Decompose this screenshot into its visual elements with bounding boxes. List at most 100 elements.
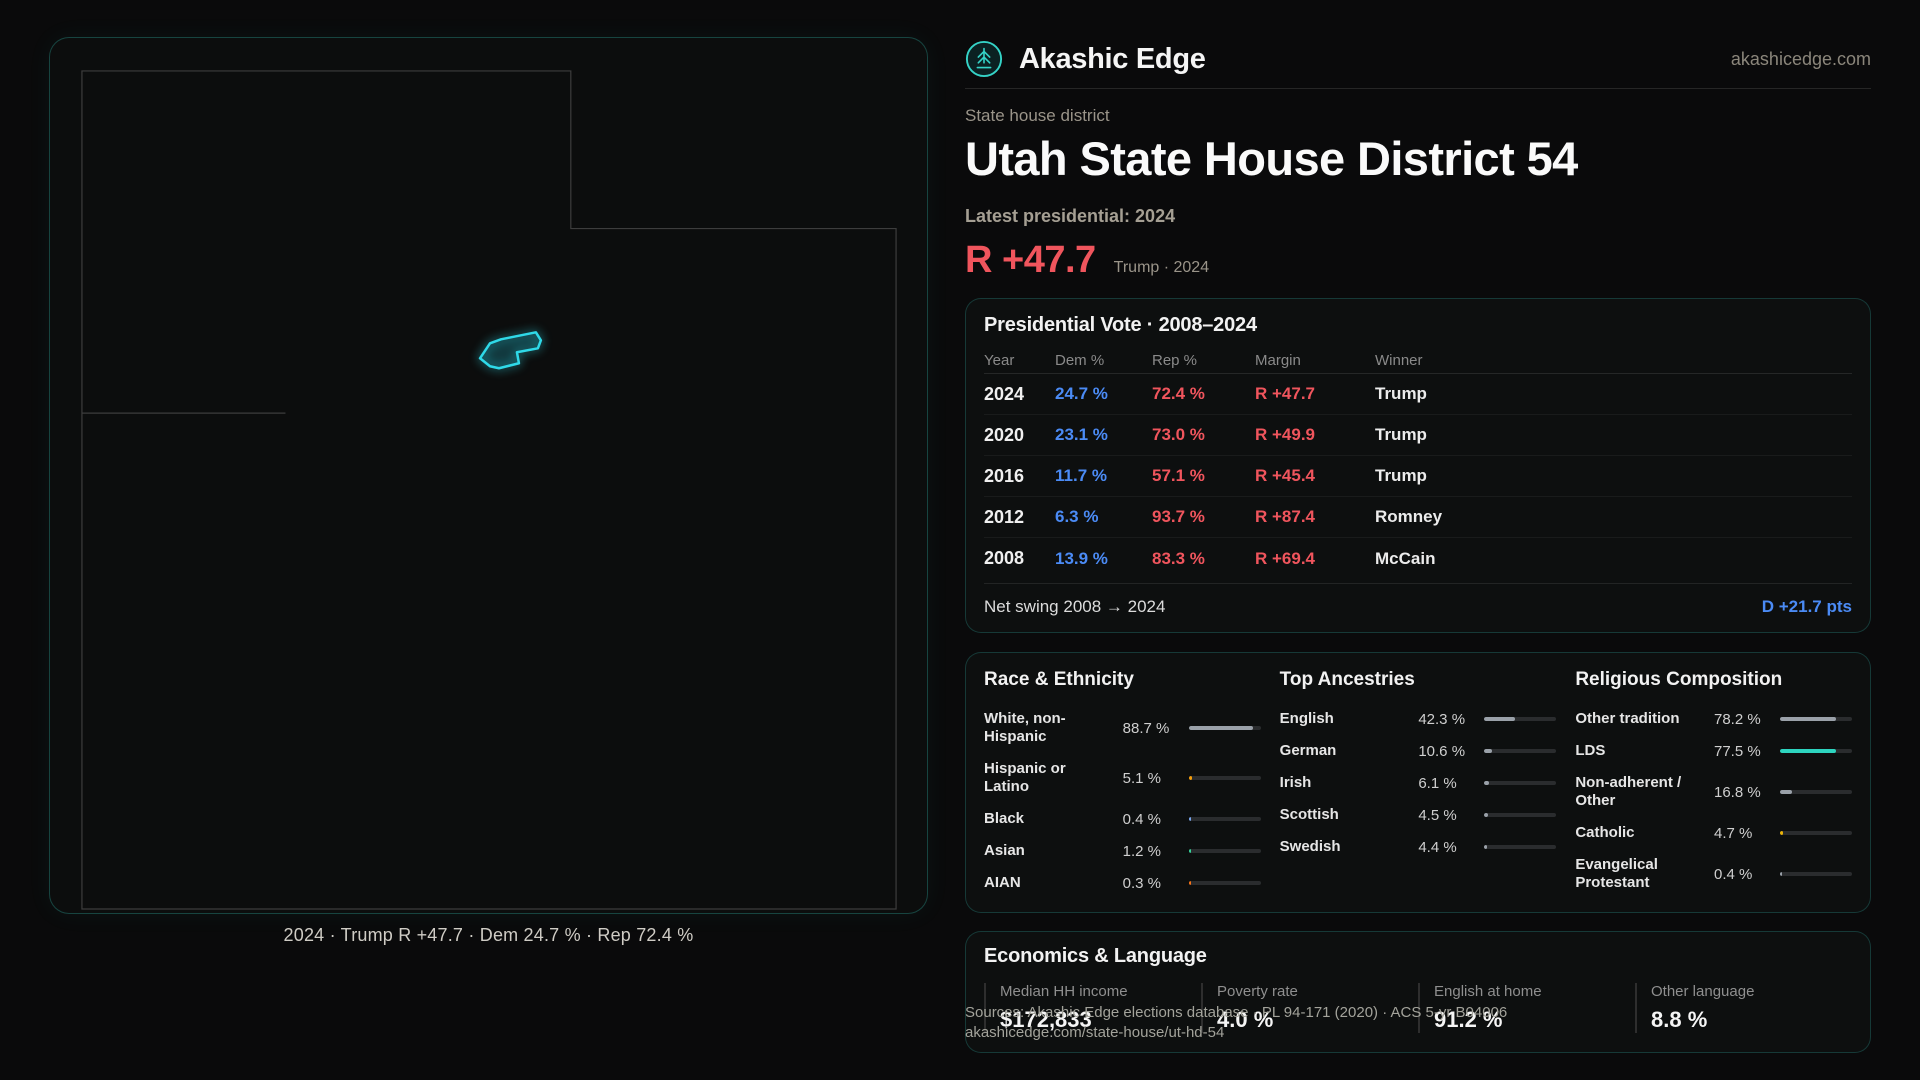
stat-bar: [1188, 849, 1261, 853]
stat-label: Swedish: [1279, 838, 1341, 855]
stat-row: Non-adherent / Other 16.8 %: [1575, 767, 1852, 817]
stat-row: Black 0.4 %: [984, 803, 1261, 835]
margin-cell: R +45.4: [1255, 466, 1316, 485]
stat-value: 91.2 %: [1434, 1007, 1503, 1032]
stat-label: AIAN: [984, 874, 1021, 891]
stat-value: $172,833: [1000, 1007, 1092, 1032]
latest-presidential-label: Latest presidential: 2024: [965, 206, 1176, 226]
presidential-card-title: Presidential Vote · 2008–2024: [984, 314, 1257, 336]
stat-label: Other language: [1651, 983, 1755, 1000]
presidential-table: Year Dem % Rep % Margin Winner 2024 24.7…: [984, 347, 1852, 630]
margin-cell: R +47.7: [1255, 384, 1316, 403]
stat-value: 6.1 %: [1418, 774, 1457, 792]
religion-title: Religious Composition: [1575, 669, 1783, 690]
stat-english-at-home: English at home 91.2 %: [1418, 983, 1635, 1033]
winner-cell: Romney: [1375, 507, 1443, 526]
race-ethnicity-section: Race & Ethnicity White, non-Hispanic 88.…: [984, 669, 1261, 899]
stat-bar: [1779, 831, 1852, 835]
stat-value: 5.1 %: [1122, 769, 1162, 787]
stat-label: Median HH income: [1000, 983, 1128, 1000]
header: Akashic Edge akashicedge.com: [965, 30, 1871, 89]
economics-card-title: Economics & Language: [984, 945, 1207, 967]
stat-bar: [1188, 776, 1261, 780]
stat-label: Scottish: [1279, 806, 1339, 823]
district-map-panel: [49, 37, 928, 914]
table-row: 2016 11.7 % 57.1 % R +45.4 Trump: [984, 456, 1852, 497]
district-54-shape[interactable]: [478, 331, 543, 370]
stat-label: Asian: [984, 842, 1025, 859]
stat-row: Swedish 4.4 %: [1280, 831, 1557, 863]
stat-value: 78.2 %: [1713, 710, 1761, 728]
permalink: akashicedge.com/state-house/ut-hd-54: [965, 1024, 1225, 1041]
col-year: Year: [984, 351, 1015, 369]
brand: Akashic Edge: [965, 40, 1206, 78]
col-margin: Margin: [1255, 351, 1301, 369]
stat-label: German: [1279, 742, 1337, 759]
col-rep: Rep %: [1152, 351, 1198, 369]
col-winner: Winner: [1375, 351, 1423, 369]
stat-value: 4.0 %: [1217, 1007, 1274, 1032]
stat-row: Asian 1.2 %: [984, 835, 1261, 867]
margin-cell: R +69.4: [1255, 548, 1316, 568]
brand-logo-icon: [965, 40, 1003, 78]
table-row: 2008 13.9 % 83.3 % R +69.4 McCain: [984, 538, 1852, 579]
winner-cell: Trump: [1375, 384, 1427, 403]
stat-label: Non-adherent / Other: [1575, 774, 1682, 809]
stat-value: 0.4 %: [1713, 865, 1753, 883]
map-caption: 2024 · Trump R +47.7 · Dem 24.7 % · Rep …: [283, 925, 694, 945]
year-cell: 2016: [984, 465, 1025, 486]
stat-row: Scottish 4.5 %: [1280, 799, 1557, 831]
stat-bar: [1779, 872, 1852, 876]
net-swing-value: D +21.7 pts: [1761, 597, 1852, 616]
stat-bar: [1484, 845, 1557, 849]
stat-bar: [1484, 813, 1557, 817]
brand-domain: akashicedge.com: [1730, 48, 1871, 69]
stat-value: 1.2 %: [1122, 842, 1162, 860]
stat-label: English: [1279, 710, 1334, 727]
demographics-card: Race & Ethnicity White, non-Hispanic 88.…: [965, 652, 1871, 913]
rep-cell: 93.7 %: [1152, 507, 1205, 526]
net-swing-row: Net swing 2008 → 2024 D +21.7 pts: [984, 583, 1852, 630]
ancestries-section: Top Ancestries English 42.3 % German 10.…: [1280, 669, 1557, 899]
stat-label: Poverty rate: [1217, 983, 1298, 1000]
stat-row: German 10.6 %: [1280, 735, 1557, 767]
stat-label: LDS: [1575, 742, 1606, 759]
stat-label: Black: [984, 810, 1025, 827]
table-body: 2024 24.7 % 72.4 % R +47.7 Trump 2020 23…: [984, 374, 1852, 579]
stat-bar: [1188, 817, 1261, 821]
col-dem: Dem %: [1055, 351, 1105, 369]
winner-cell: Trump: [1375, 466, 1427, 485]
net-swing-label: Net swing 2008 → 2024: [984, 597, 1166, 616]
stat-row: White, non-Hispanic 88.7 %: [984, 703, 1261, 753]
dem-cell: 13.9 %: [1055, 548, 1108, 568]
stat-row: Hispanic or Latino 5.1 %: [984, 753, 1261, 803]
winner-cell: Trump: [1375, 425, 1427, 444]
stat-row: English 42.3 %: [1280, 703, 1557, 735]
rep-cell: 57.1 %: [1152, 466, 1205, 485]
race-ethnicity-title: Race & Ethnicity: [984, 669, 1134, 690]
stat-value: 4.5 %: [1418, 806, 1457, 824]
utah-state-outline: [81, 70, 897, 910]
stat-row: LDS 77.5 %: [1575, 735, 1852, 767]
footer: Sources: Akashic Edge elections database…: [965, 1003, 1507, 1043]
rep-cell: 73.0 %: [1152, 425, 1205, 444]
eyebrow: State house district: [965, 106, 1110, 125]
stat-value: 4.7 %: [1713, 824, 1753, 842]
dem-cell: 6.3 %: [1055, 507, 1099, 526]
stat-value: 0.3 %: [1122, 874, 1162, 892]
stat-row: Other tradition 78.2 %: [1575, 703, 1852, 735]
dem-cell: 23.1 %: [1055, 425, 1108, 444]
sources-line: Sources: Akashic Edge elections database…: [965, 1004, 1508, 1021]
rep-cell: 83.3 %: [1152, 548, 1205, 568]
margin-cell: R +87.4: [1255, 507, 1316, 526]
stat-value: 77.5 %: [1713, 742, 1761, 760]
stat-label: English at home: [1434, 983, 1542, 1000]
year-cell: 2012: [984, 506, 1025, 527]
winner-cell: McCain: [1375, 548, 1436, 568]
stat-row: Catholic 4.7 %: [1575, 817, 1852, 849]
rep-cell: 72.4 %: [1152, 384, 1205, 403]
stat-value: 10.6 %: [1418, 742, 1466, 760]
stat-label: Irish: [1279, 774, 1312, 791]
headline-note: Trump · 2024: [1113, 259, 1210, 276]
religion-section: Religious Composition Other tradition 78…: [1575, 669, 1852, 899]
